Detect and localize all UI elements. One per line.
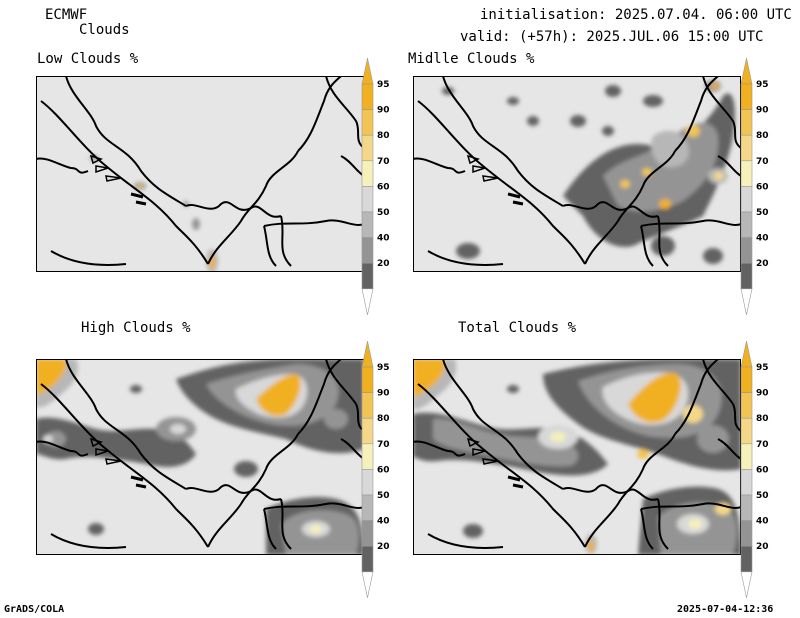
- colorbar-segment: [740, 520, 753, 547]
- colorbar-tick-label: 50: [756, 208, 769, 218]
- colorbar-segment: [740, 545, 753, 573]
- colorbar-top-triangle: [361, 57, 374, 85]
- colorbar-bottom-triangle: [740, 288, 753, 315]
- colorbar-segment: [361, 160, 374, 187]
- colorbar-segment: [361, 211, 374, 238]
- colorbar-top-left: 95 90 80 70 60 50 40 20: [361, 57, 402, 319]
- colorbar-segment: [361, 443, 374, 470]
- colorbar-segment: [361, 520, 374, 547]
- colorbar-tick-label: 40: [756, 517, 769, 527]
- colorbar-segment: [740, 443, 753, 470]
- panel-title-mid: Midlle Clouds %: [408, 51, 535, 67]
- colorbar-tick-label: 50: [377, 491, 390, 501]
- colorbar-tick-label: 40: [756, 234, 769, 244]
- map-panel-low: [36, 76, 364, 272]
- colorbar-tick-label: 60: [377, 182, 390, 192]
- colorbar-bottom-right: 95 90 80 70 60 50 40 20: [740, 340, 781, 602]
- colorbar-tick-label: 90: [756, 389, 769, 399]
- colorbar-segment: [740, 417, 753, 445]
- colorbar-tick-label: 90: [756, 106, 769, 116]
- colorbar-tick-label: 50: [377, 208, 390, 218]
- colorbar-tick-label: 70: [377, 440, 390, 450]
- colorbar-tick-label: 80: [377, 414, 390, 424]
- colorbar-segment: [740, 83, 753, 110]
- colorbar-segment: [361, 417, 374, 445]
- colorbar-segment: [361, 237, 374, 264]
- colorbar-tick-label: 60: [377, 465, 390, 475]
- colorbar-tick-label: 70: [377, 157, 390, 167]
- colorbar-tick-label: 95: [377, 363, 390, 373]
- colorbar-segment: [361, 134, 374, 162]
- colorbar-segment: [361, 109, 374, 136]
- colorbar-segment: [740, 134, 753, 162]
- colorbar-segment: [361, 545, 374, 573]
- colorbar-tick-label: 80: [377, 131, 390, 141]
- colorbar-segment: [740, 160, 753, 187]
- colorbar-segment: [740, 109, 753, 136]
- colorbar-top-triangle: [740, 340, 753, 368]
- colorbar-tick-label: 95: [756, 363, 769, 373]
- colorbar-tick-label: 20: [377, 542, 390, 552]
- colorbar-segment: [740, 211, 753, 238]
- colorbar-tick-label: 60: [756, 465, 769, 475]
- map-panel-total: [413, 359, 741, 555]
- colorbar-tick-label: 20: [756, 259, 769, 269]
- colorbar-tick-label: 50: [756, 491, 769, 501]
- colorbar-bottom-triangle: [361, 288, 374, 315]
- colorbar-segment: [361, 262, 374, 290]
- colorbar-segment: [361, 469, 374, 496]
- panel-title-total: Total Clouds %: [458, 320, 577, 336]
- colorbar-segment: [361, 366, 374, 393]
- panel-title-low: Low Clouds %: [37, 51, 139, 67]
- colorbar-segment: [740, 392, 753, 419]
- colorbar-tick-label: 20: [756, 542, 769, 552]
- colorbar-top-triangle: [740, 57, 753, 85]
- colorbar-segment: [361, 186, 374, 213]
- colorbar-svg: 95 90 80 70 60 50 40 20: [740, 340, 769, 598]
- panel-title-high: High Clouds %: [81, 320, 191, 336]
- colorbar-segment: [361, 83, 374, 110]
- colorbar-tick-label: 40: [377, 517, 390, 527]
- map-panel-mid: [413, 76, 741, 272]
- colorbar-tick-label: 95: [377, 80, 390, 90]
- colorbar-tick-label: 40: [377, 234, 390, 244]
- colorbar-segment: [740, 469, 753, 496]
- colorbar-svg: 95 90 80 70 60 50 40 20: [740, 57, 769, 315]
- colorbar-segment: [740, 237, 753, 264]
- colorbar-top-right: 95 90 80 70 60 50 40 20: [740, 57, 781, 319]
- colorbar-svg: 95 90 80 70 60 50 40 20: [361, 57, 390, 315]
- colorbar-top-triangle: [361, 340, 374, 368]
- colorbar-svg: 95 90 80 70 60 50 40 20: [361, 340, 390, 598]
- colorbar-tick-label: 70: [756, 157, 769, 167]
- colorbar-segment: [740, 262, 753, 290]
- colorbar-bottom-triangle: [361, 571, 374, 598]
- colorbar-tick-label: 80: [756, 414, 769, 424]
- colorbar-tick-label: 95: [756, 80, 769, 90]
- valid-time: valid: (+57h): 2025.JUL.06 15:00 UTC: [460, 29, 764, 45]
- colorbar-segment: [740, 366, 753, 393]
- product-name: Clouds: [79, 22, 130, 38]
- footer-left: GrADS/COLA: [4, 604, 65, 615]
- colorbar-tick-label: 90: [377, 106, 390, 116]
- colorbar-tick-label: 80: [756, 131, 769, 141]
- map-panel-high: [36, 359, 364, 555]
- colorbar-tick-label: 90: [377, 389, 390, 399]
- colorbar-segment: [740, 186, 753, 213]
- init-time: initialisation: 2025.07.04. 06:00 UTC: [480, 7, 792, 23]
- colorbar-segment: [361, 494, 374, 521]
- colorbar-segment: [361, 392, 374, 419]
- model-name: ECMWF: [45, 7, 88, 23]
- colorbar-segment: [740, 494, 753, 521]
- colorbar-bottom-left: 95 90 80 70 60 50 40 20: [361, 340, 402, 602]
- colorbar-tick-label: 20: [377, 259, 390, 269]
- colorbar-tick-label: 70: [756, 440, 769, 450]
- colorbar-bottom-triangle: [740, 571, 753, 598]
- colorbar-tick-label: 60: [756, 182, 769, 192]
- footer-right: 2025-07-04-12:36: [677, 604, 774, 615]
